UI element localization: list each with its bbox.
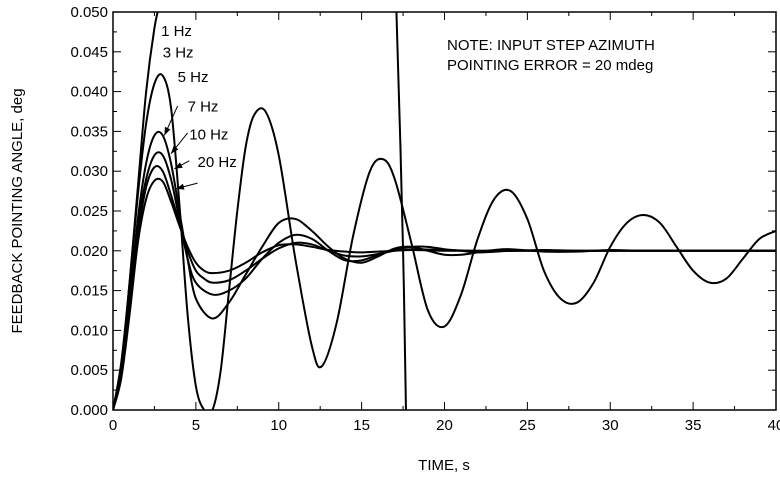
plot-frame [112, 11, 777, 411]
x-axis-title: TIME, s [418, 457, 470, 474]
note: NOTE: INPUT STEP AZIMUTH POINTING ERROR … [447, 37, 655, 74]
y-tick-label: 0.000 [70, 402, 108, 419]
y-tick-label: 0.020 [70, 243, 108, 260]
x-tick-label: 25 [519, 417, 536, 434]
series-label-1-hz: 1 Hz [161, 23, 192, 40]
series-line-7-hz [113, 151, 776, 410]
series-label-3-hz: 3 Hz [163, 44, 194, 61]
y-tick-label: 0.030 [70, 163, 108, 180]
series-line-1-hz [113, 12, 407, 410]
x-tick-label: 30 [602, 417, 619, 434]
label-arrowhead [175, 183, 185, 190]
tick-layer: 0 5 10 15 20 25 30 35 40 0.000 0.005 0.010 0.015 0.02… [70, 4, 780, 434]
series-line-5-hz [113, 130, 776, 410]
series-line-10-hz [113, 165, 776, 410]
y-tick-label: 0.035 [70, 123, 108, 140]
x-tick-label: 35 [685, 417, 702, 434]
x-tick-label: 15 [353, 417, 370, 434]
y-axis-title: FEEDBACK POINTING ANGLE, deg [9, 88, 26, 333]
series-label-10-hz: 10 Hz [189, 126, 228, 143]
x-tick-label: 10 [270, 417, 287, 434]
series-label-5-hz: 5 Hz [178, 69, 209, 86]
note-line-1: NOTE: INPUT STEP AZIMUTH [447, 37, 655, 54]
x-tick-label: 20 [436, 417, 453, 434]
series-label-20-hz: 20 Hz [198, 154, 237, 171]
series-line-20-hz [113, 177, 776, 410]
y-tick-label: 0.005 [70, 362, 108, 379]
series-label-7-hz: 7 Hz [188, 99, 219, 116]
x-tick-label: 0 [109, 417, 117, 434]
y-tick-label: 0.045 [70, 44, 108, 61]
y-tick-label: 0.040 [70, 84, 108, 101]
x-tick-label: 5 [192, 417, 200, 434]
note-line-2: POINTING ERROR = 20 mdeg [447, 57, 653, 74]
y-tick-label: 0.010 [70, 322, 108, 339]
series-line-3-hz [113, 73, 776, 410]
y-tick-label: 0.015 [70, 283, 108, 300]
label-arrowhead [164, 126, 171, 136]
annotation-layer: 1 Hz 3 Hz 5 Hz 7 Hz 10 Hz 20 Hz [161, 23, 237, 190]
label-arrowhead [174, 162, 183, 169]
series-layer [113, 12, 776, 410]
y-tick-label: 0.025 [70, 203, 108, 220]
x-tick-label: 40 [768, 417, 780, 434]
y-tick-label: 0.050 [70, 4, 108, 21]
label-arrowhead [171, 145, 179, 154]
